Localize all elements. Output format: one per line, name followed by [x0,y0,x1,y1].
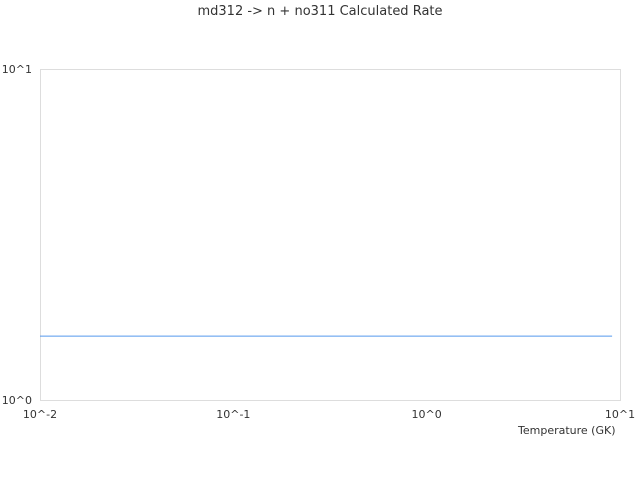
x-tick-label: 10^-2 [23,408,57,421]
x-tick-label: 10^1 [605,408,635,421]
x-tick-label: 10^0 [412,408,442,421]
x-tick-label: 10^-1 [216,408,250,421]
y-tick-label: 10^1 [2,63,32,76]
y-tick-label: 10^0 [2,394,32,407]
chart-title: md312 -> n + no311 Calculated Rate [197,4,443,19]
x-axis-label: Temperature (GK) [518,424,616,437]
plot-area [40,69,621,401]
